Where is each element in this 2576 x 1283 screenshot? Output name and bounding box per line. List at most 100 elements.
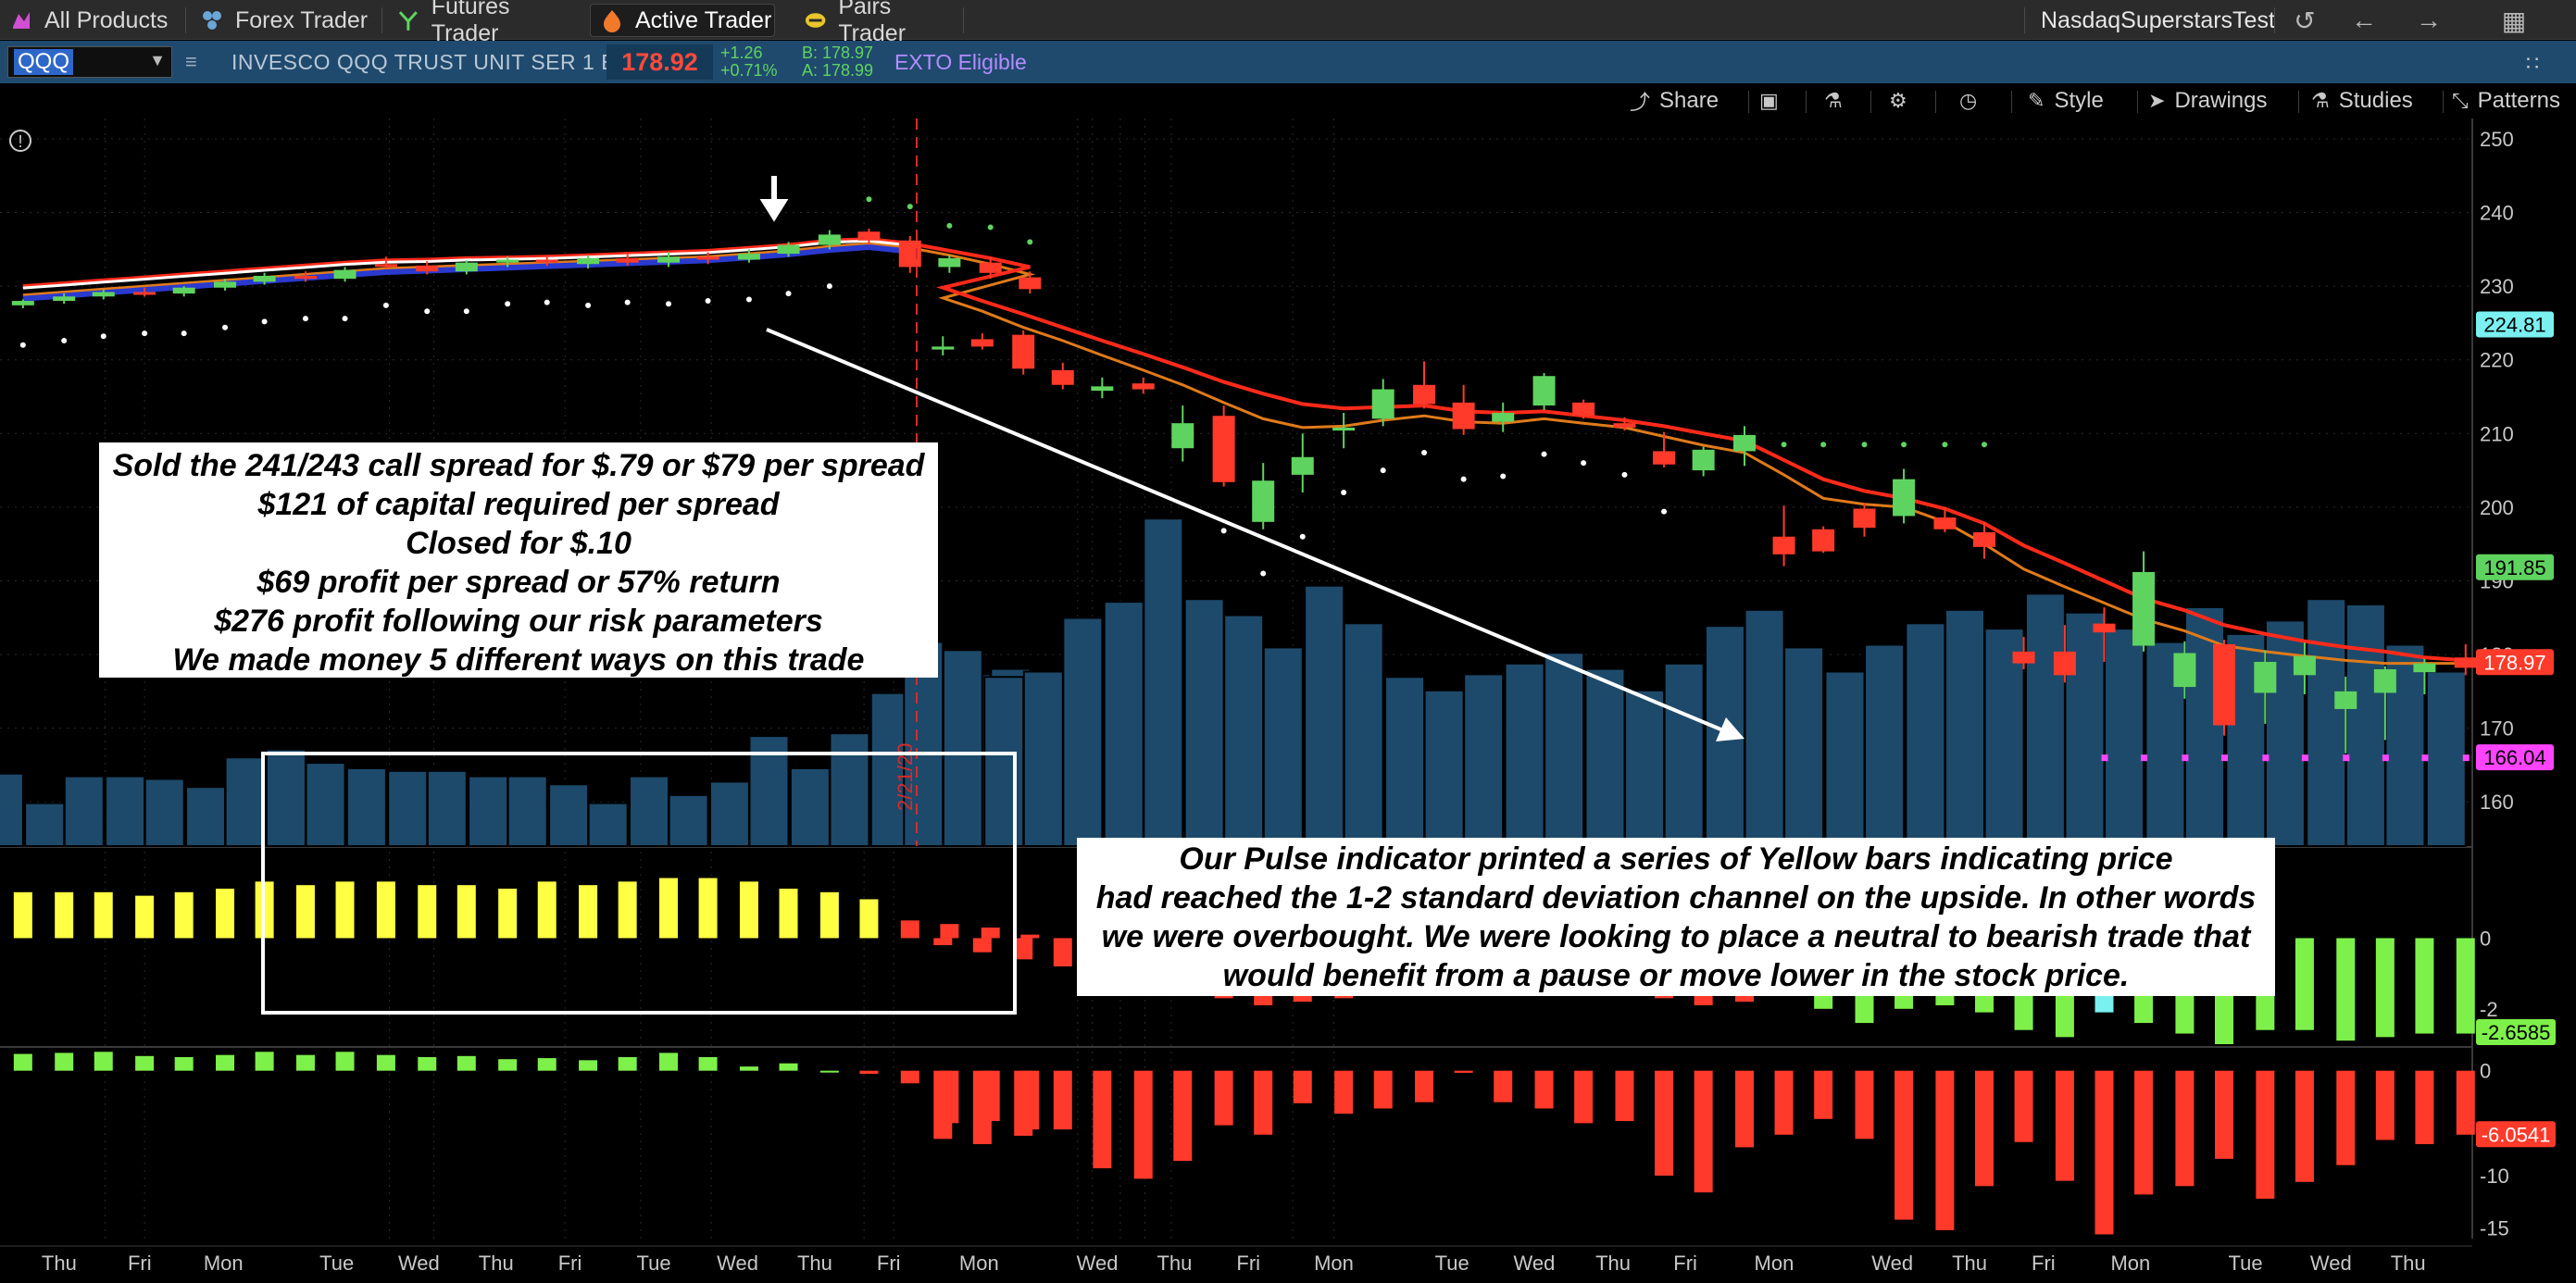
settings-button[interactable]: ⚙ bbox=[1889, 87, 1917, 115]
momentum-bar bbox=[2214, 1070, 2233, 1159]
layout-grid-icon[interactable]: ▦ bbox=[2501, 6, 2527, 35]
pulse-bar bbox=[335, 881, 355, 939]
link-icon[interactable]: ≡ bbox=[185, 50, 197, 73]
time-tick-label: Mon bbox=[1755, 1252, 1794, 1275]
stop-dot bbox=[907, 204, 913, 210]
momentum-bar bbox=[255, 1052, 274, 1071]
stop-dot bbox=[1820, 442, 1827, 448]
chart-canvas[interactable]: 160170180190200210220230240250224.81191.… bbox=[0, 118, 2576, 1283]
account-name[interactable]: NasdaqSuperstarsTest bbox=[2041, 6, 2275, 33]
price-label-box bbox=[2476, 311, 2554, 338]
time-tick-label: Tue bbox=[2229, 1252, 2263, 1275]
time-tick-label: Mon bbox=[2110, 1252, 2150, 1275]
tab-pairs-trader[interactable]: Pairs Trader bbox=[794, 0, 961, 46]
tab-all-products[interactable]: All Products bbox=[0, 4, 183, 37]
studies-label: Studies bbox=[2338, 88, 2413, 113]
candle-body bbox=[1132, 383, 1155, 390]
stop-dot bbox=[19, 342, 26, 348]
candle-body bbox=[818, 234, 841, 245]
stop-dot bbox=[1781, 442, 1787, 448]
candle-body bbox=[2334, 691, 2357, 709]
stop-dot bbox=[1901, 442, 1907, 448]
pulse-bar bbox=[1053, 938, 1072, 966]
snapshot-button[interactable]: ▣ bbox=[1759, 87, 1788, 115]
candles bbox=[11, 229, 2477, 754]
price-chart[interactable]: 160170180190200210220230240250224.81191.… bbox=[0, 118, 2576, 1283]
momentum-bar bbox=[2175, 1070, 2195, 1187]
volume-bar bbox=[1423, 689, 1465, 847]
candle-body bbox=[1371, 389, 1394, 419]
time-axis: Thu Fri Mon Tue Wed Thu Fri Tue Wed Thu Fri Mon Wed T… bbox=[0, 1245, 2472, 1275]
volume-bar bbox=[105, 775, 146, 847]
pulse-bar bbox=[55, 891, 74, 939]
patterns-icon: ⤡ bbox=[2452, 89, 2469, 112]
volume-bar bbox=[1783, 646, 1825, 848]
drawings-button[interactable]: ➤ Drawings bbox=[2148, 87, 2267, 115]
candle-body bbox=[1332, 427, 1356, 431]
stop-dot bbox=[1260, 570, 1267, 577]
momentum-bar bbox=[1214, 1070, 1233, 1126]
tab-futures-trader[interactable]: Futures Trader bbox=[387, 0, 581, 46]
time-tick-label: Fri bbox=[2032, 1252, 2056, 1275]
candle-body bbox=[333, 269, 356, 280]
stop-dot bbox=[624, 299, 631, 305]
forex-icon bbox=[203, 11, 221, 30]
style-button[interactable]: ✎ Style bbox=[2028, 87, 2104, 115]
highlight-box[interactable] bbox=[261, 752, 1017, 1015]
momentum-bar bbox=[94, 1052, 113, 1071]
back-arrow-icon[interactable]: ← bbox=[2351, 6, 2377, 34]
candle-body bbox=[455, 262, 478, 272]
symbol-input[interactable]: QQQ ▼ bbox=[7, 46, 172, 78]
candle-body bbox=[1772, 536, 1795, 554]
time-tick-label: Fri bbox=[1673, 1252, 1697, 1275]
forward-arrow-icon[interactable]: → bbox=[2416, 6, 2442, 34]
chevron-down-icon[interactable]: ▼ bbox=[149, 51, 166, 69]
stop-dot bbox=[505, 301, 511, 307]
tab-forex-trader[interactable]: Forex Trader bbox=[191, 4, 385, 37]
pulse-bar bbox=[859, 899, 879, 939]
momentum-bar bbox=[972, 1070, 992, 1144]
volume-bar bbox=[426, 769, 468, 847]
tab-separator bbox=[2024, 7, 2025, 33]
stop-dot bbox=[745, 296, 752, 303]
undo-icon[interactable]: ↺ bbox=[2294, 6, 2316, 35]
patterns-label: Patterns bbox=[2477, 88, 2560, 113]
tab-active-trader[interactable]: Active Trader bbox=[590, 4, 775, 37]
volume-bar bbox=[506, 775, 548, 847]
momentum-bar bbox=[819, 1070, 839, 1073]
grid-menu-icon[interactable]: ∷ bbox=[2526, 52, 2539, 75]
candle-body bbox=[2454, 657, 2477, 668]
flask-button[interactable]: ⚗ bbox=[1824, 87, 1852, 115]
volume-bar bbox=[1463, 673, 1505, 848]
time-button[interactable]: ◷ bbox=[1959, 87, 1986, 115]
momentum-bar bbox=[1334, 1070, 1354, 1115]
momentum-bar bbox=[537, 1058, 556, 1071]
pulse-bar bbox=[819, 891, 839, 939]
patterns-button[interactable]: ⤡ Patterns bbox=[2452, 87, 2560, 115]
trend-arrow-line[interactable] bbox=[766, 328, 1731, 735]
momentum-bar bbox=[1494, 1070, 1513, 1102]
price-tick-label: 230 bbox=[2480, 275, 2514, 298]
note-line: Our Pulse indicator printed a series of … bbox=[1179, 841, 2173, 877]
candle-body bbox=[1572, 402, 1595, 417]
price-label-text: 224.81 bbox=[2483, 313, 2545, 336]
window-tab-bar: All Products Forex Trader Futures Trader… bbox=[0, 0, 2576, 46]
momentum-bar bbox=[174, 1056, 194, 1071]
cursor-icon: ➤ bbox=[2148, 89, 2166, 112]
note-line: Closed for $.10 bbox=[406, 526, 631, 561]
pulse-bar bbox=[698, 878, 718, 939]
bid-ask: B: 178.97 A: 178.99 bbox=[802, 44, 873, 80]
symbol-text[interactable]: QQQ bbox=[14, 49, 74, 75]
share-button[interactable]: ⤴ Share bbox=[1630, 87, 1719, 115]
momentum-bar bbox=[2134, 1070, 2154, 1195]
time-tick-label: Wed bbox=[398, 1252, 440, 1275]
alert-icon[interactable] bbox=[9, 130, 31, 152]
candle-body bbox=[374, 264, 397, 268]
stop-dot bbox=[1541, 451, 1547, 457]
studies-button[interactable]: ⚗ Studies bbox=[2311, 87, 2413, 115]
momentum-bar bbox=[2256, 1070, 2275, 1199]
candle-body bbox=[11, 301, 34, 305]
momentum-bar bbox=[1694, 1070, 1713, 1193]
stop-dot bbox=[1421, 450, 1428, 456]
momentum-bar bbox=[1615, 1070, 1634, 1122]
